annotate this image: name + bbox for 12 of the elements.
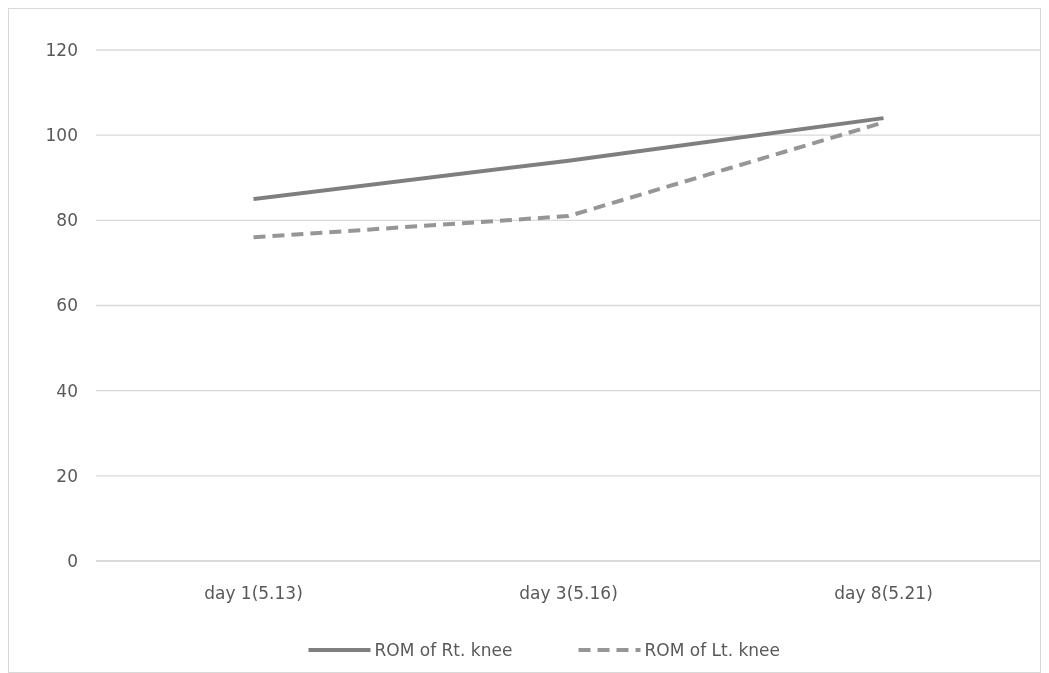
y-tick-label: 100 xyxy=(45,125,78,146)
legend-label: ROM of Lt. knee xyxy=(644,639,781,660)
y-tick-label: 20 xyxy=(56,465,78,486)
x-tick-label: day 1(5.13) xyxy=(204,583,303,603)
x-tick-label: day 3(5.16) xyxy=(519,583,618,603)
x-tick-label: day 8(5.21) xyxy=(834,583,933,603)
y-tick-label: 40 xyxy=(56,380,78,401)
y-tick-label: 0 xyxy=(67,550,78,571)
legend-label: ROM of Rt. knee xyxy=(374,639,513,660)
y-tick-label: 60 xyxy=(56,295,78,316)
y-tick-label: 80 xyxy=(56,210,78,231)
y-tick-label: 120 xyxy=(45,39,78,60)
